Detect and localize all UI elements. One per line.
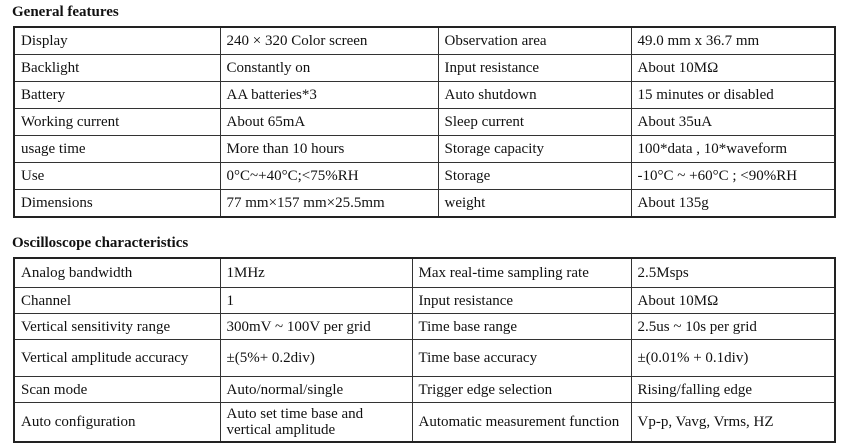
table-row: Dimensions 77 mm×157 mm×25.5mm weight About… bbox=[13, 189, 836, 218]
spec-value: 49.0 mm x 36.7 mm bbox=[630, 26, 836, 55]
spec-label: Time base range bbox=[411, 313, 632, 340]
spec-label: Use bbox=[13, 162, 221, 190]
spec-value: About 10MΩ bbox=[630, 54, 836, 82]
spec-label: Scan mode bbox=[13, 376, 221, 403]
spec-value: AA batteries*3 bbox=[219, 81, 439, 109]
spec-value: Vp-p, Vavg, Vrms, HZ bbox=[630, 402, 836, 443]
table-row: Battery AA batteries*3 Auto shutdown 15 min… bbox=[13, 81, 836, 109]
spec-value: 2.5us ~ 10s per grid bbox=[630, 313, 836, 340]
table-row: Use 0°C~+40°C;<75%RH Storage -10°C ~ +60°C … bbox=[13, 162, 836, 190]
spec-label: weight bbox=[437, 189, 632, 218]
spec-value: 77 mm×157 mm×25.5mm bbox=[219, 189, 439, 218]
spec-label: Input resistance bbox=[437, 54, 632, 82]
spec-value: 1MHz bbox=[219, 257, 413, 288]
spec-label: Dimensions bbox=[13, 189, 221, 218]
table-row: Channel 1 Input resistance About 10MΩ bbox=[13, 287, 836, 314]
spec-value: 1 bbox=[219, 287, 413, 314]
spec-value: ±(5%+ 0.2div) bbox=[219, 339, 413, 377]
spec-label: Auto configuration bbox=[13, 402, 221, 443]
spec-table: Display 240 × 320 Color screen Observation… bbox=[13, 26, 836, 218]
spec-value: -10°C ~ +60°C ; <90%RH bbox=[630, 162, 836, 190]
spec-value: About 135g bbox=[630, 189, 836, 218]
spec-value: 100*data , 10*waveform bbox=[630, 135, 836, 163]
spec-value: 300mV ~ 100V per grid bbox=[219, 313, 413, 340]
spec-label: Battery bbox=[13, 81, 221, 109]
section-title: Oscilloscope characteristics bbox=[12, 235, 189, 251]
spec-value: 2.5Msps bbox=[630, 257, 836, 288]
spec-label: Automatic measurement function bbox=[411, 402, 632, 443]
spec-value: ±(0.01% + 0.1div) bbox=[630, 339, 836, 377]
spec-value: More than 10 hours bbox=[219, 135, 439, 163]
table-row: Scan mode Auto/normal/single Trigger edge … bbox=[13, 376, 836, 403]
spec-label: Max real-time sampling rate bbox=[411, 257, 632, 288]
spec-label: usage time bbox=[13, 135, 221, 163]
spec-value: About 10MΩ bbox=[630, 287, 836, 314]
spec-label: Sleep current bbox=[437, 108, 632, 136]
section-title: General features bbox=[12, 4, 119, 20]
spec-label: Analog bandwidth bbox=[13, 257, 221, 288]
spec-value: Auto set time base and vertical amplitud… bbox=[219, 402, 413, 443]
table-row: Auto configuration Auto set time base and… bbox=[13, 402, 836, 443]
spec-label: Input resistance bbox=[411, 287, 632, 314]
spec-label: Trigger edge selection bbox=[411, 376, 632, 403]
spec-value: About 65mA bbox=[219, 108, 439, 136]
spec-label: Display bbox=[13, 26, 221, 55]
table-row: Working current About 65mA Sleep current Ab… bbox=[13, 108, 836, 136]
spec-label: Vertical amplitude accuracy bbox=[13, 339, 221, 377]
table-row: Analog bandwidth 1MHz Max real-time sampli… bbox=[13, 257, 836, 288]
spec-label: Backlight bbox=[13, 54, 221, 82]
spec-label: Channel bbox=[13, 287, 221, 314]
spec-value: 0°C~+40°C;<75%RH bbox=[219, 162, 439, 190]
spec-label: Time base accuracy bbox=[411, 339, 632, 377]
spec-value: About 35uA bbox=[630, 108, 836, 136]
spec-value: Constantly on bbox=[219, 54, 439, 82]
spec-label: Storage bbox=[437, 162, 632, 190]
spec-label: Observation area bbox=[437, 26, 632, 55]
spec-label: Storage capacity bbox=[437, 135, 632, 163]
spec-label: Working current bbox=[13, 108, 221, 136]
spec-value: 240 × 320 Color screen bbox=[219, 26, 439, 55]
table-row: Backlight Constantly on Input resistance Ab… bbox=[13, 54, 836, 82]
table-row: usage time More than 10 hours Storage capa… bbox=[13, 135, 836, 163]
spec-value: Rising/falling edge bbox=[630, 376, 836, 403]
spec-label: Vertical sensitivity range bbox=[13, 313, 221, 340]
spec-label: Auto shutdown bbox=[437, 81, 632, 109]
spec-value: Auto/normal/single bbox=[219, 376, 413, 403]
spec-table: Analog bandwidth 1MHz Max real-time sampli… bbox=[13, 257, 836, 443]
table-row: Vertical amplitude accuracy ±(5%+ 0.2div)… bbox=[13, 339, 836, 377]
spec-value: 15 minutes or disabled bbox=[630, 81, 836, 109]
table-row: Vertical sensitivity range 300mV ~ 100V p… bbox=[13, 313, 836, 340]
table-row: Display 240 × 320 Color screen Observation… bbox=[13, 26, 836, 55]
